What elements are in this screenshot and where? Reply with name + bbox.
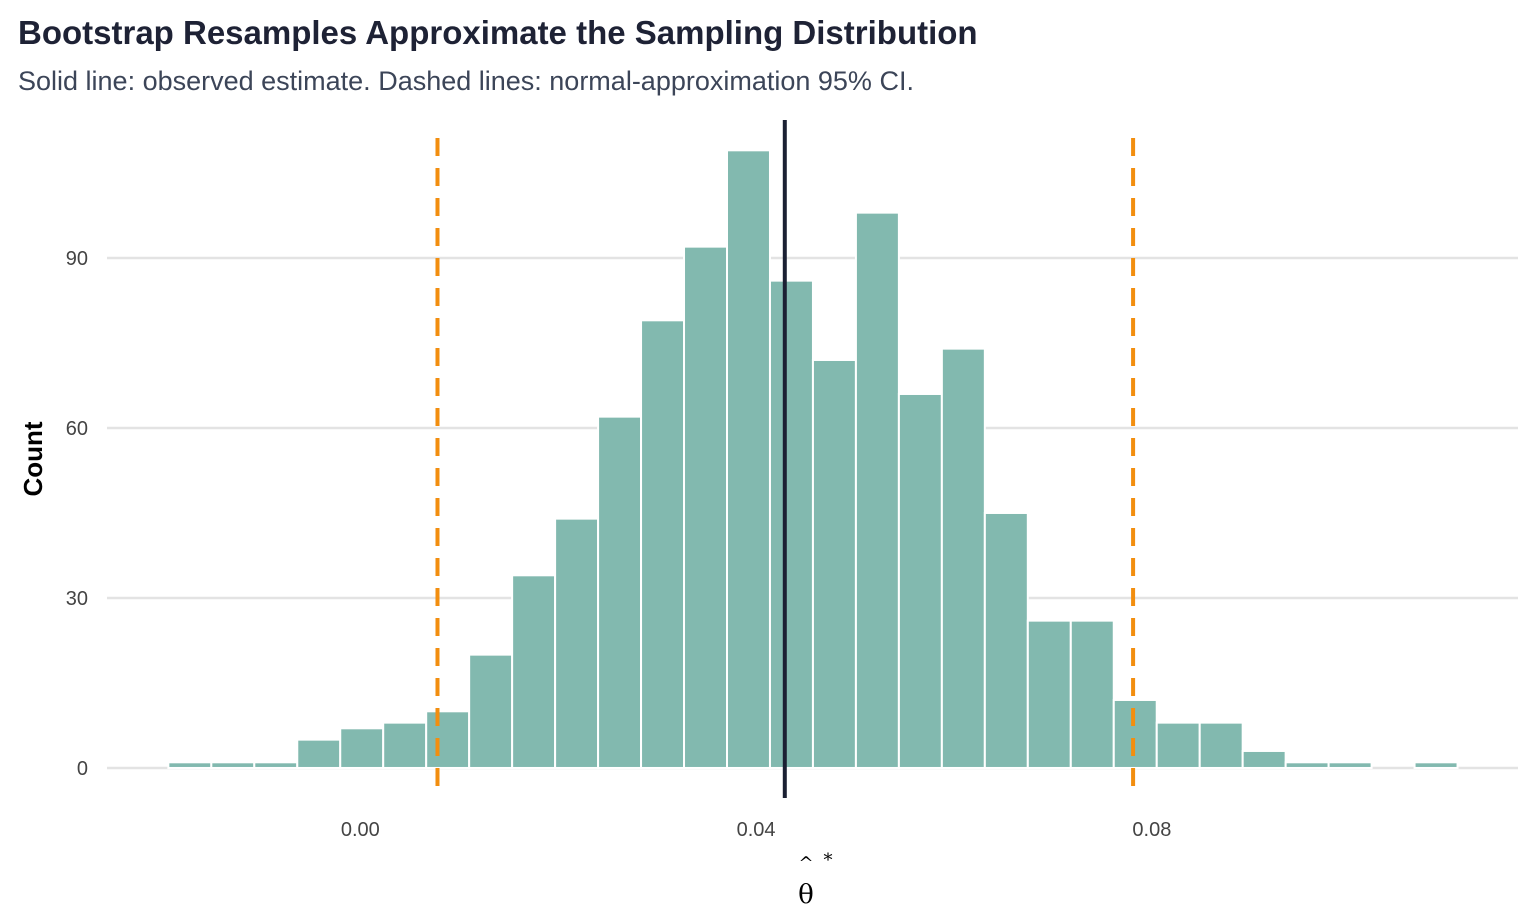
- histogram-bar: [339, 727, 385, 769]
- histogram-bar: [854, 211, 900, 769]
- histogram-bar: [683, 245, 728, 769]
- histogram-bar: [468, 653, 514, 769]
- histogram-bar: [210, 761, 256, 769]
- histogram-bar: [1413, 761, 1459, 769]
- histogram-bar: [768, 279, 814, 769]
- histogram-bar: [253, 761, 299, 769]
- histogram-bar: [1241, 749, 1287, 769]
- histogram-bar: [511, 574, 557, 769]
- x-axis-label-symbol: θ: [798, 880, 814, 910]
- histogram-bar: [940, 347, 986, 769]
- histogram-bar: [1198, 721, 1244, 769]
- histogram-bar: [1284, 761, 1330, 769]
- histogram-bar: [725, 149, 771, 769]
- x-tick-label: 0.04: [737, 819, 776, 841]
- x-tick-label: 0.08: [1132, 819, 1171, 841]
- histogram-bar: [1112, 698, 1158, 769]
- y-tick-label: 60: [66, 418, 88, 440]
- y-tick-label: 90: [66, 248, 88, 270]
- histogram-bar: [167, 761, 213, 769]
- x-axis-label: θ ^ *: [798, 850, 832, 910]
- histogram-bar: [554, 517, 600, 769]
- histogram-bar: [1069, 619, 1115, 769]
- chart-title: Bootstrap Resamples Approximate the Samp…: [18, 14, 978, 51]
- y-tick-label: 30: [66, 588, 88, 610]
- histogram-bar: [296, 738, 342, 769]
- histogram-bar: [1155, 721, 1201, 769]
- histogram-bar: [597, 415, 643, 769]
- histogram-bar: [1026, 619, 1072, 769]
- y-axis-label: Count: [18, 421, 48, 496]
- histogram-bar: [425, 710, 471, 769]
- histogram-bar: [1327, 761, 1373, 769]
- histogram-bar: [382, 721, 428, 769]
- histogram-bar: [640, 319, 686, 769]
- chart-subtitle: Solid line: observed estimate. Dashed li…: [18, 66, 914, 96]
- x-axis-label-hat: ^: [798, 853, 813, 874]
- x-tick-label: 0.00: [341, 819, 380, 841]
- histogram-bar: [983, 511, 1029, 769]
- histogram-bar: [811, 358, 857, 769]
- histogram-bar: [897, 392, 943, 769]
- y-tick-label: 0: [77, 758, 88, 780]
- x-axis-label-superscript: *: [824, 850, 833, 871]
